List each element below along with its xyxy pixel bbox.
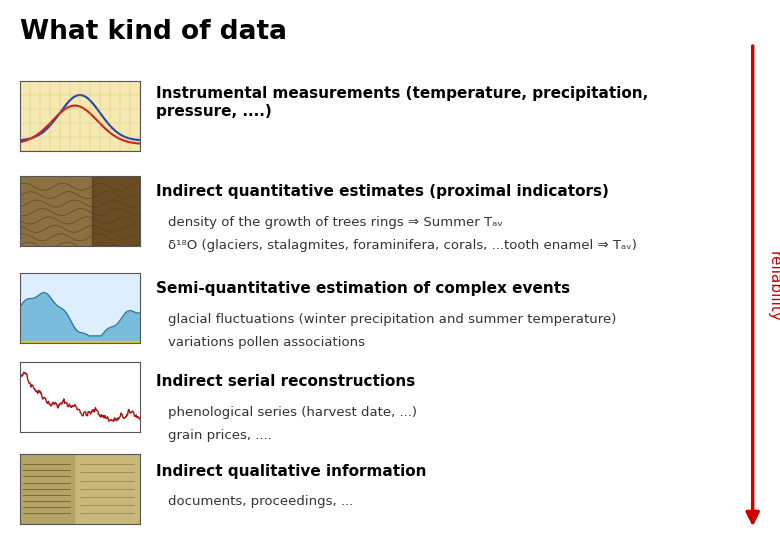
Text: reliability: reliability [767,251,780,322]
Text: Indirect serial reconstructions: Indirect serial reconstructions [156,374,415,389]
Text: documents, proceedings, ...: documents, proceedings, ... [168,495,353,508]
Text: glacial fluctuations (winter precipitation and summer temperature): glacial fluctuations (winter precipitati… [168,313,616,326]
Text: Indirect quantitative estimates (proximal indicators): Indirect quantitative estimates (proxima… [156,184,609,199]
Text: Indirect qualitative information: Indirect qualitative information [156,464,427,480]
Text: grain prices, ....: grain prices, .... [168,429,271,442]
Text: density of the growth of trees rings ⇒ Summer Tₐᵥ: density of the growth of trees rings ⇒ S… [168,216,502,229]
Text: variations pollen associations: variations pollen associations [168,336,365,349]
Text: phenological series (harvest date, ...): phenological series (harvest date, ...) [168,406,417,419]
Text: What kind of data: What kind of data [20,19,286,45]
Text: Semi-quantitative estimation of complex events: Semi-quantitative estimation of complex … [156,281,570,296]
Text: Instrumental measurements (temperature, precipitation,
pressure, ....): Instrumental measurements (temperature, … [156,86,648,119]
Text: δ¹⁸O (glaciers, stalagmites, foraminifera, corals, ...tooth enamel ⇒ Tₐᵥ): δ¹⁸O (glaciers, stalagmites, foraminifer… [168,239,636,252]
